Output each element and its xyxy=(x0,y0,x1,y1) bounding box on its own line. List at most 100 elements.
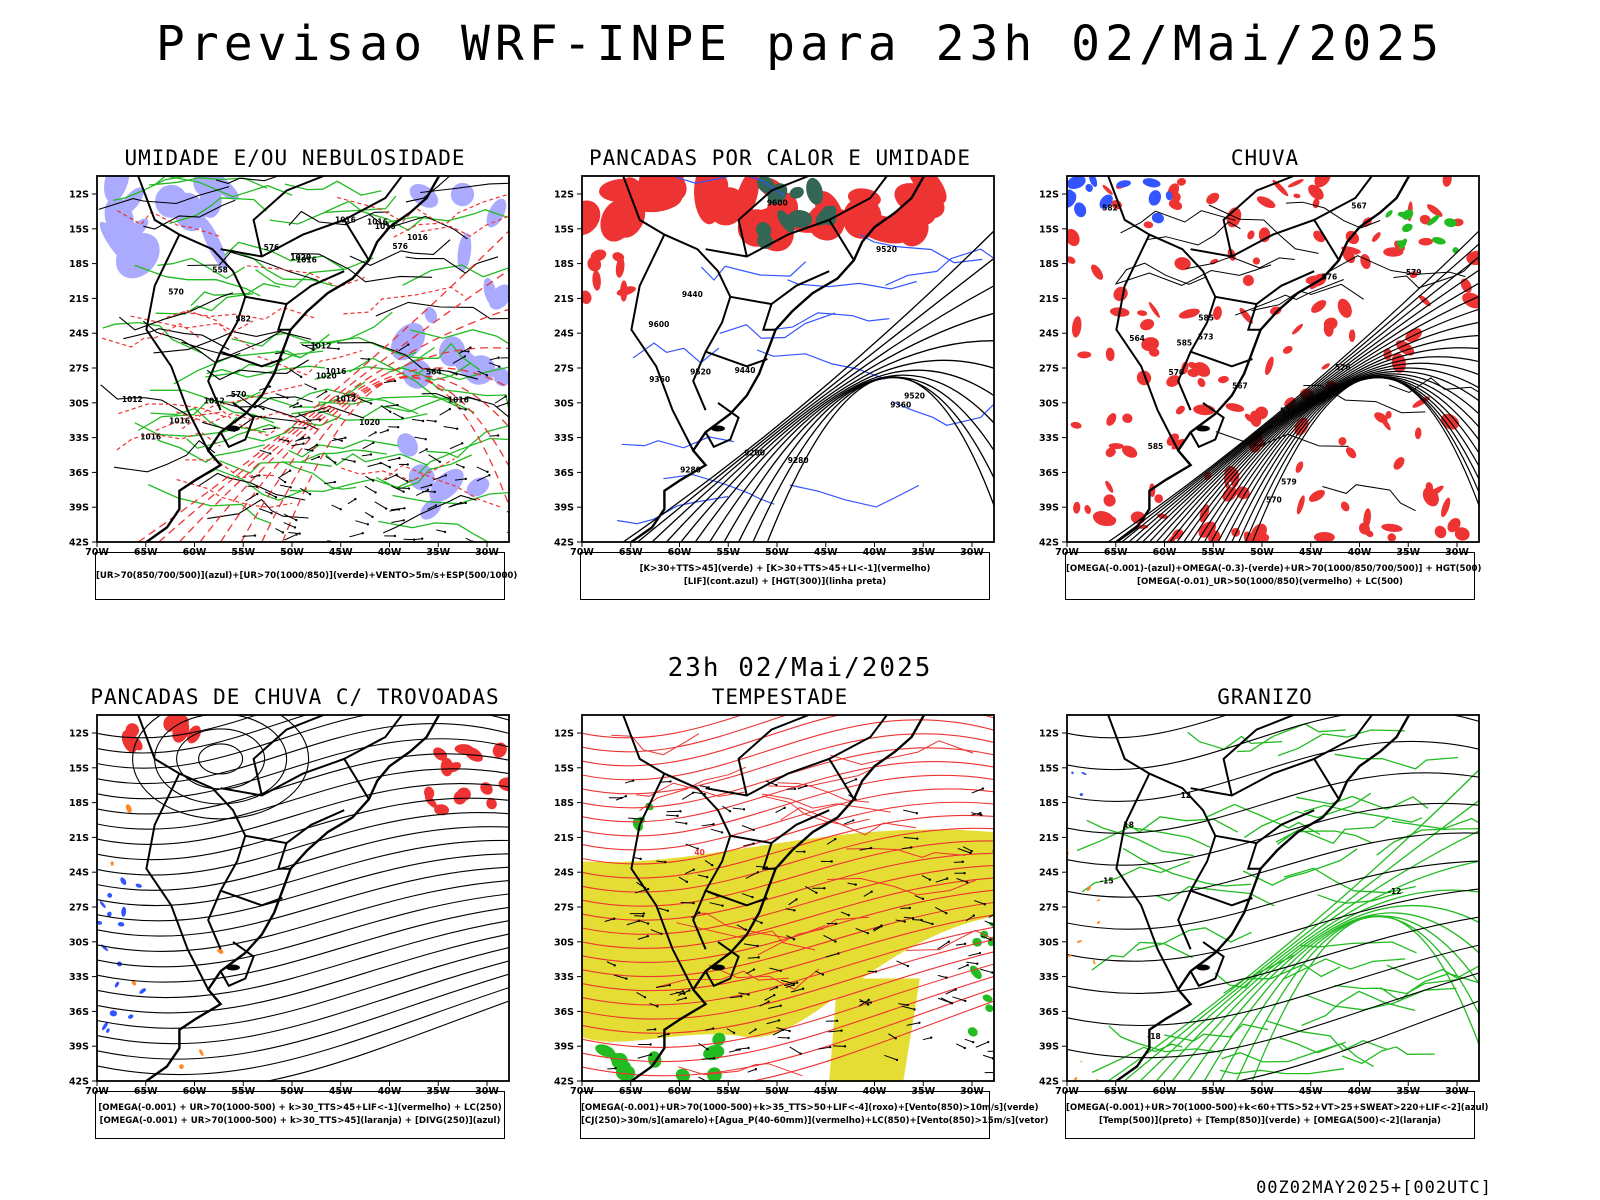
wind-vector-head xyxy=(660,932,663,935)
contour-line xyxy=(1223,963,1341,994)
wind-vector-head xyxy=(847,913,850,917)
contour-line xyxy=(1376,827,1479,856)
contour-line xyxy=(284,180,382,196)
wind-vector xyxy=(250,474,260,479)
contour-line xyxy=(137,391,261,432)
wind-vector xyxy=(955,943,966,946)
wind-vector xyxy=(966,961,978,965)
contour-line xyxy=(97,987,509,1076)
wind-vector xyxy=(607,1067,616,1070)
wind-vector-head xyxy=(775,783,778,787)
shaded-area xyxy=(1296,495,1305,515)
contour-line xyxy=(116,431,221,451)
shaded-area xyxy=(110,861,114,866)
contour-line xyxy=(1107,230,1479,542)
contour-label: 9360 xyxy=(649,375,670,384)
lat-tick-label: 12S xyxy=(1039,190,1059,201)
wind-vector-head xyxy=(314,344,317,347)
map-panel-granizo: GRANIZO 12 -12 -15 18 -18 12S 15S 18S 21S 24S 27S 30… xyxy=(1025,685,1505,1147)
contour-line xyxy=(148,484,272,525)
contour-line xyxy=(694,359,994,542)
contour-line xyxy=(206,359,309,381)
contour-label: 1020 xyxy=(316,371,337,380)
contour-label: 558 xyxy=(212,265,228,274)
wind-vector xyxy=(859,847,872,851)
wind-vector-head xyxy=(299,375,303,379)
legend-line: [OMEGA(-0.001)-(azul)+OMEGA(-0.3)-(verde… xyxy=(1066,564,1482,574)
contour-line xyxy=(97,906,509,983)
contour-line xyxy=(694,912,826,939)
wind-vector xyxy=(411,418,424,422)
panel-title: GRANIZO xyxy=(1217,685,1313,709)
wind-vector-head xyxy=(866,1003,870,1006)
contour-label: -12 xyxy=(1388,887,1402,896)
contour-label: 567 xyxy=(1351,202,1367,211)
wind-vector xyxy=(379,429,388,434)
lat-tick-label: 36S xyxy=(554,1007,574,1018)
wind-vector xyxy=(436,529,446,533)
wind-vector xyxy=(785,984,794,989)
wind-vector-head xyxy=(374,431,377,434)
shaded-area xyxy=(199,1049,204,1057)
lat-tick-label: 18S xyxy=(69,798,89,809)
contour-line xyxy=(1145,221,1241,246)
contour-line xyxy=(830,740,974,766)
wind-vector-head xyxy=(1000,910,1002,912)
wind-vector-head xyxy=(407,487,411,490)
shaded-area xyxy=(1148,302,1160,318)
shaded-area xyxy=(1070,421,1082,429)
contour-line xyxy=(582,889,994,963)
contour-line xyxy=(787,279,917,290)
shaded-area xyxy=(1287,179,1304,188)
shaded-area xyxy=(1308,184,1324,200)
contour-line xyxy=(392,491,509,505)
wind-vector-head xyxy=(624,794,628,798)
contour-line xyxy=(1142,295,1479,542)
wind-vector xyxy=(284,534,297,541)
shaded-area xyxy=(120,877,127,885)
wind-vector-head xyxy=(464,477,467,481)
wind-vector-head xyxy=(945,912,948,915)
wind-vector-head xyxy=(255,485,259,489)
panel-title: TEMPESTADE xyxy=(711,685,849,709)
country-border xyxy=(828,176,888,221)
wind-vector xyxy=(896,960,909,967)
wind-vector-head xyxy=(288,469,292,472)
wind-vector-head xyxy=(869,846,873,850)
wind-vector xyxy=(367,462,381,468)
contour-line xyxy=(1155,860,1479,1081)
contour-label: -18 xyxy=(1147,1032,1161,1041)
contour-line xyxy=(409,329,509,350)
contour-line xyxy=(1120,210,1236,234)
wind-vector-head xyxy=(667,1032,670,1036)
wind-vector xyxy=(283,513,297,521)
shaded-area xyxy=(1447,517,1461,533)
wind-vector xyxy=(606,961,615,966)
legend-line: [OMEGA(-0.001)+UR>70(1000-500)+k>35_TTS>… xyxy=(581,1103,1039,1113)
wind-vector-head xyxy=(947,940,951,943)
wind-vector-head xyxy=(656,1005,659,1008)
shaded-area xyxy=(967,1027,978,1037)
contour-line xyxy=(1190,367,1479,542)
lat-tick-label: 15S xyxy=(554,763,574,774)
wind-vector-head xyxy=(710,1082,712,1084)
contour-line xyxy=(1067,715,1479,771)
wind-vector-head xyxy=(867,998,870,1002)
lat-tick-label: 18S xyxy=(554,798,574,809)
shaded-area xyxy=(1395,340,1415,356)
map-panel-pancadas-calor: PANCADAS POR CALOR E UMIDADE 9520 9600 9440… xyxy=(540,146,1020,608)
country-border xyxy=(220,218,370,261)
wind-vector xyxy=(797,785,807,790)
map-panel-tempestade: TEMPESTADE 40 12S 15S 18S 21S 24S 27S 30S 33S 36S 3… xyxy=(540,685,1048,1147)
contour-line xyxy=(1115,264,1272,286)
contour-line xyxy=(1303,804,1423,823)
contour-line xyxy=(701,261,807,281)
wind-vector-head xyxy=(986,1040,990,1044)
contour-line xyxy=(199,347,509,542)
contour-label: 1016 xyxy=(448,395,469,404)
contour-line xyxy=(1301,990,1416,1027)
map-frame xyxy=(581,175,995,543)
shaded-area xyxy=(199,216,228,270)
wind-vector xyxy=(681,792,694,800)
